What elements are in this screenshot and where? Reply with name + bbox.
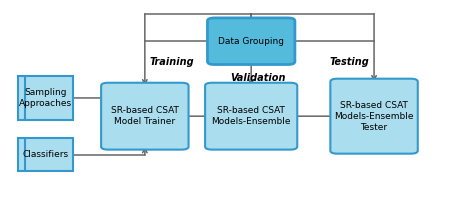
Text: Data Grouping: Data Grouping <box>218 37 284 46</box>
Text: SR-based CSAT
Model Trainer: SR-based CSAT Model Trainer <box>111 106 179 126</box>
Text: Testing: Testing <box>329 58 369 68</box>
FancyBboxPatch shape <box>101 83 189 150</box>
FancyBboxPatch shape <box>205 83 297 150</box>
FancyBboxPatch shape <box>208 18 295 64</box>
Text: Training: Training <box>150 58 194 68</box>
FancyBboxPatch shape <box>18 76 73 120</box>
FancyBboxPatch shape <box>330 79 418 154</box>
Text: Validation: Validation <box>230 73 286 83</box>
FancyBboxPatch shape <box>18 139 73 171</box>
Text: Classifiers: Classifiers <box>23 150 69 159</box>
Text: SR-based CSAT
Models-Ensemble: SR-based CSAT Models-Ensemble <box>211 106 291 126</box>
Text: SR-based CSAT
Models-Ensemble
Tester: SR-based CSAT Models-Ensemble Tester <box>334 101 414 132</box>
Text: Sampling
Approaches: Sampling Approaches <box>19 88 72 108</box>
